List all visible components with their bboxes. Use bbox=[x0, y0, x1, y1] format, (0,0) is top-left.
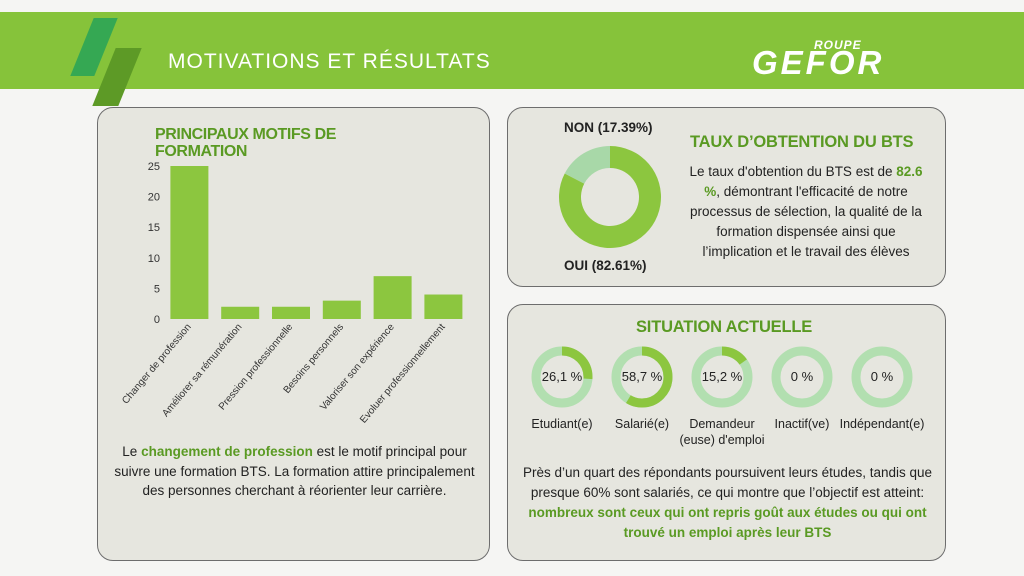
bar bbox=[272, 306, 310, 319]
ring-label: Salarié(e) bbox=[614, 417, 670, 431]
ring-percent: 0 % bbox=[790, 369, 814, 384]
groupe-gefor-logo: ROUPE GEFOR bbox=[752, 36, 962, 86]
bar bbox=[424, 294, 463, 319]
ring-value-arc bbox=[611, 346, 673, 408]
situation-ring: 58,7 % bbox=[611, 346, 673, 408]
logo-text-top: ROUPE bbox=[814, 38, 862, 52]
ring-percent: 15,2 % bbox=[701, 369, 743, 384]
motifs-description: Le changement de profession est le motif… bbox=[108, 442, 481, 501]
ring-label: Inactif(ve) bbox=[774, 417, 830, 431]
ring-value-arc bbox=[691, 346, 753, 408]
page-title: MOTIVATIONS ET RÉSULTATS bbox=[168, 50, 491, 73]
oui-label: OUI (82.61%) bbox=[564, 258, 647, 273]
bar bbox=[221, 306, 260, 319]
desc-highlight: 82.6 % bbox=[704, 164, 923, 199]
situation-ring: 15,2 % bbox=[691, 346, 753, 408]
logo-text-main: GEFOR bbox=[752, 44, 885, 81]
header-banner: MOTIVATIONS ET RÉSULTATS ROUPE GEFOR bbox=[0, 12, 1024, 106]
desc-text: Le taux d'obtention du BTS est de bbox=[689, 164, 897, 179]
non-label: NON (17.39%) bbox=[564, 120, 653, 135]
situation-ring: 26,1 % bbox=[531, 346, 593, 408]
situation-card: SITUATION ACTUELLE 26,1 % Etudiant(e) 58,7… bbox=[507, 304, 946, 561]
ring-percent: 26,1 % bbox=[541, 369, 583, 384]
ring-percent: 0 % bbox=[870, 369, 894, 384]
desc-highlight: nombreux sont ceux qui ont repris goût a… bbox=[528, 505, 927, 540]
motifs-card: PRINCIPAUX MOTIFS DE FORMATION 0 5 10 15 20 2… bbox=[97, 107, 490, 561]
bts-description: Le taux d'obtention du BTS est de 82.6 %… bbox=[680, 162, 932, 262]
ring-percent: 58,7 % bbox=[621, 369, 663, 384]
bar bbox=[170, 166, 209, 319]
ring-label: Indépendant(e) bbox=[839, 417, 925, 431]
situation-ring: 0 % bbox=[851, 346, 913, 408]
donut-slice bbox=[564, 146, 610, 184]
donut-slice bbox=[559, 146, 661, 248]
y-tick-label: 0 bbox=[154, 314, 160, 326]
y-tick-label: 20 bbox=[148, 192, 160, 204]
bts-card: NON (17.39%) OUI (82.61%) TAUX D’OBTENTI… bbox=[507, 107, 946, 287]
desc-text: Près d’un quart des répondants poursuive… bbox=[522, 465, 932, 500]
y-tick-label: 10 bbox=[148, 253, 160, 265]
situation-title: SITUATION ACTUELLE bbox=[636, 318, 813, 336]
ring-track bbox=[851, 346, 913, 408]
y-tick-label: 5 bbox=[154, 283, 160, 295]
desc-highlight: changement de profession bbox=[141, 444, 313, 459]
ring-label: Demandeur (euse) d'emploi bbox=[679, 417, 765, 447]
desc-text: Le bbox=[122, 444, 142, 459]
situation-ring: 0 % bbox=[771, 346, 833, 408]
situation-description: Près d’un quart des répondants poursuive… bbox=[520, 463, 935, 543]
desc-text: , démontrant l'efficacité de notre proce… bbox=[690, 184, 922, 259]
bar bbox=[322, 300, 361, 319]
y-tick-label: 15 bbox=[148, 222, 160, 234]
x-tick-label: Evoluer professionnellement bbox=[358, 322, 448, 426]
ring-label: Etudiant(e) bbox=[531, 417, 593, 431]
ring-track bbox=[771, 346, 833, 408]
desc-text: est le motif principal pour suivre une f… bbox=[114, 444, 475, 498]
bts-donut-chart bbox=[559, 146, 661, 248]
bar bbox=[373, 276, 412, 319]
motifs-title: PRINCIPAUX MOTIFS DE FORMATION bbox=[155, 126, 337, 160]
y-tick-label: 25 bbox=[148, 161, 160, 173]
ring-value-arc bbox=[531, 346, 593, 408]
bts-title: TAUX D’OBTENTION DU BTS bbox=[690, 133, 914, 151]
